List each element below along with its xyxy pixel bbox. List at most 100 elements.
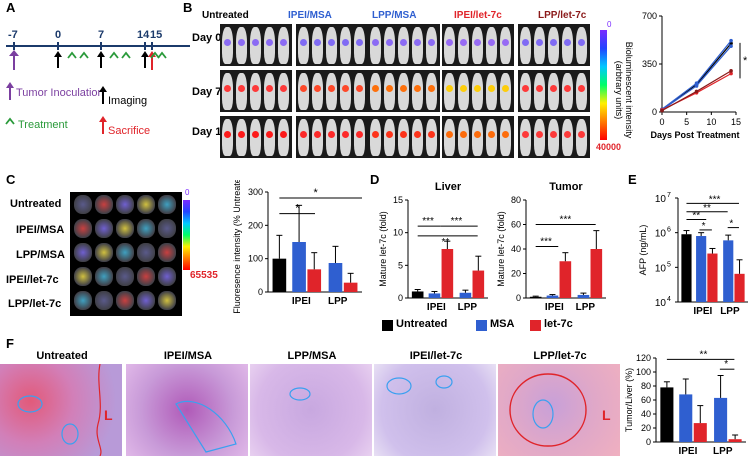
- data-point: [694, 89, 699, 94]
- sig-marker: **: [442, 237, 450, 248]
- group-legend: Untreated IPEI/MSA LPP/MSA IPEI/let-7c L…: [202, 10, 632, 24]
- y-tick-label: 120: [636, 353, 651, 363]
- mouse-silhouette: [472, 119, 483, 156]
- bioluminescence-image-grid: [220, 24, 596, 158]
- mouse-silhouette: [444, 119, 455, 156]
- histology-image: [250, 364, 372, 456]
- x-tick-label: 5: [684, 117, 689, 127]
- panel-f-label: F: [6, 336, 14, 351]
- y-tick-exponent: 6: [667, 227, 671, 234]
- day-label: Day 7: [192, 86, 222, 98]
- y-tick-label: 10: [655, 229, 667, 240]
- mouse-silhouette: [384, 119, 395, 156]
- y-tick-label: 0: [258, 287, 263, 297]
- y-tick-label: 5: [398, 260, 403, 270]
- mouse-silhouette: [398, 27, 409, 64]
- colorbar-min: 0: [607, 20, 612, 29]
- ex-vivo-organ-images: [70, 192, 182, 316]
- bar: [343, 282, 358, 292]
- mouse-silhouette: [562, 73, 573, 110]
- legend-untreated: Untreated: [202, 10, 249, 21]
- bar: [679, 394, 693, 442]
- tick-label: 14: [137, 29, 150, 41]
- y-axis-label: Tumor/Liver (%): [624, 368, 634, 432]
- legend-untreated: Untreated: [396, 318, 448, 330]
- colorbar-c-max: 65535: [190, 270, 218, 281]
- mouse-image: [368, 70, 440, 112]
- group-label: LPP: [576, 302, 596, 313]
- mouse-silhouette: [264, 73, 275, 110]
- organ-image: [74, 195, 92, 214]
- mouse-image: [296, 70, 368, 112]
- organ-image: [116, 267, 134, 286]
- bar: [693, 423, 707, 442]
- x-tick-label: 0: [659, 117, 664, 127]
- bar-legend: Untreated MSA let-7c: [382, 318, 612, 332]
- x-tick-label: 10: [706, 117, 716, 127]
- tumor-growth-chart: 0 350 700 0 5 10 15 Days Post Treatment *: [642, 11, 748, 140]
- mouse-silhouette: [444, 73, 455, 110]
- mouse-silhouette: [384, 27, 395, 64]
- tumor-outline: [61, 423, 79, 445]
- mouse-silhouette: [486, 119, 497, 156]
- legend-ipei-msa: IPEI/MSA: [288, 10, 332, 21]
- bar: [328, 263, 343, 292]
- row-label: Untreated: [10, 198, 62, 210]
- group-label: IPEI: [678, 446, 697, 456]
- tick-label: 15: [150, 29, 162, 41]
- organ-image: [116, 291, 134, 310]
- mouse-image: [518, 116, 590, 158]
- y-tick-exponent: 7: [667, 192, 671, 199]
- data-point: [694, 84, 699, 88]
- mouse-silhouette: [298, 119, 309, 156]
- y-axis-label: Mature let-7c (fold): [378, 211, 388, 287]
- bar: [411, 291, 424, 298]
- bar: [723, 240, 734, 302]
- organ-image: [137, 195, 155, 214]
- mouse-silhouette: [576, 73, 587, 110]
- mouse-silhouette: [384, 73, 395, 110]
- group-label: LPP: [720, 306, 740, 317]
- bar: [459, 292, 472, 298]
- sig-marker: *: [295, 203, 300, 215]
- mouse-silhouette: [472, 27, 483, 64]
- chart-title: Liver: [435, 181, 462, 193]
- mouse-silhouette: [312, 27, 323, 64]
- mouse-silhouette: [326, 27, 337, 64]
- day-label: Day 14: [192, 126, 228, 138]
- x-axis-label: Days Post Treatment: [650, 130, 739, 140]
- mouse-silhouette: [298, 27, 309, 64]
- mouse-silhouette: [562, 119, 573, 156]
- y-tick-label: 40: [511, 244, 521, 254]
- mouse-silhouette: [298, 73, 309, 110]
- bar: [559, 261, 572, 298]
- organ-image: [95, 291, 113, 310]
- mouse-silhouette: [250, 73, 261, 110]
- row-label: LPP/MSA: [16, 249, 65, 261]
- y-tick-label: 300: [248, 187, 263, 197]
- mouse-image: [220, 24, 292, 66]
- sig-marker: *: [702, 221, 706, 232]
- y-tick-label: 15: [393, 195, 403, 205]
- organ-image: [158, 291, 176, 310]
- row-label: LPP/let-7c: [8, 298, 62, 310]
- mouse-silhouette: [354, 73, 365, 110]
- tick-label: -7: [8, 29, 18, 41]
- bar: [546, 295, 559, 298]
- organ-image: [95, 219, 113, 238]
- mouse-image: [518, 70, 590, 112]
- y-tick-label: 10: [393, 228, 403, 238]
- sig-marker: **: [703, 203, 711, 214]
- y-tick-label: 40: [641, 409, 651, 419]
- y-tick-label: 0: [398, 293, 403, 303]
- legend-tumor: Tumor Inoculation: [16, 87, 104, 99]
- y-tick-label: 200: [248, 220, 263, 230]
- tick-label: 0: [55, 29, 61, 41]
- mouse-silhouette: [370, 27, 381, 64]
- legend-msa: MSA: [490, 318, 515, 330]
- liver-let7c-chart: 0 5 10 15 Liver IPEI LPP Mature let-7c (fold) **…: [378, 181, 488, 313]
- histology-title: LPP/MSA: [287, 350, 337, 362]
- histology-image: L: [0, 364, 122, 456]
- colorbar-max: 40000: [596, 142, 622, 152]
